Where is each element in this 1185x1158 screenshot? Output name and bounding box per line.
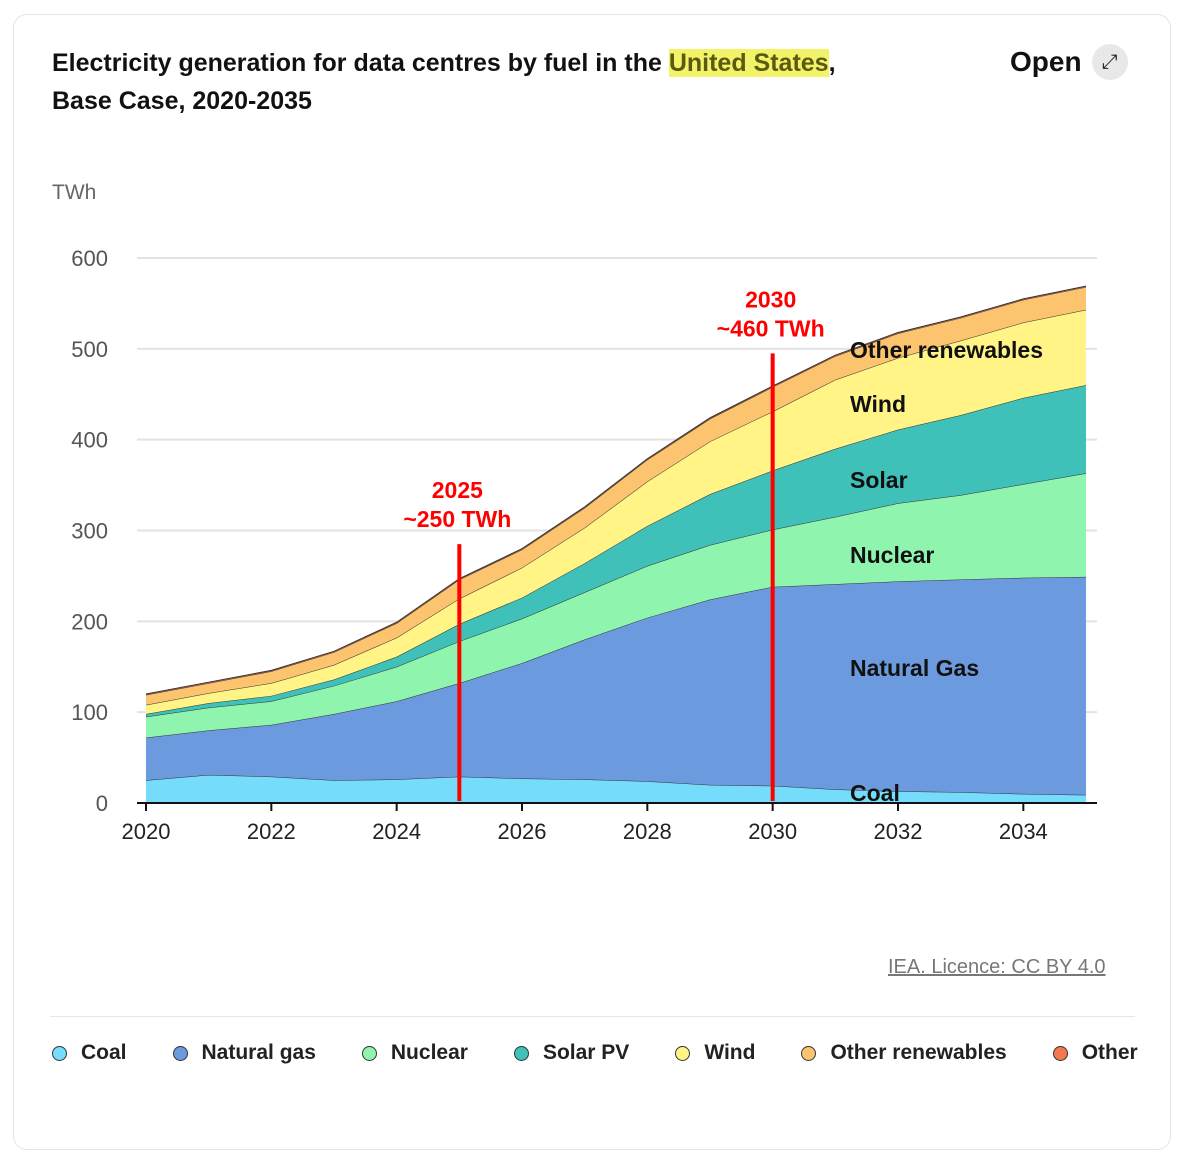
- legend-swatch: [513, 1045, 529, 1061]
- legend-swatch: [52, 1045, 67, 1061]
- area-label-wind: Wind: [850, 391, 906, 417]
- area-label-natural-gas: Natural Gas: [850, 655, 979, 681]
- area-other-renewables: [146, 287, 1086, 705]
- area-label-solar-pv: Solar: [850, 467, 908, 493]
- y-tick-label: 400: [71, 428, 108, 453]
- title-highlight: United States: [668, 49, 829, 77]
- divider: [50, 1016, 1135, 1017]
- y-tick-label: 600: [71, 246, 108, 271]
- annotation-value: ~250 TWh: [403, 506, 511, 532]
- x-tick-label: 2032: [874, 819, 923, 844]
- legend-swatch: [361, 1045, 377, 1061]
- legend-label: Nuclear: [390, 1041, 468, 1064]
- area-label-coal: Coal: [850, 780, 900, 806]
- legend-label: Other renewables: [830, 1041, 1007, 1064]
- chart-title: Electricity generation for data centres …: [52, 44, 872, 120]
- area-coal: [146, 774, 1086, 803]
- area-label-nuclear: Nuclear: [850, 542, 934, 568]
- legend-item-solar-pv[interactable]: Solar PV: [513, 1040, 630, 1066]
- legend-swatch: [675, 1045, 691, 1061]
- legend-swatch: [801, 1045, 817, 1061]
- y-axis-label: TWh: [52, 181, 96, 204]
- legend-label: Other: [1081, 1041, 1138, 1064]
- x-tick-label: 2028: [623, 819, 672, 844]
- y-tick-label: 100: [71, 700, 108, 725]
- x-tick-label: 2020: [122, 819, 171, 844]
- open-label: Open: [1010, 46, 1082, 77]
- area-solar-pv: [146, 385, 1086, 717]
- area-nuclear: [146, 473, 1086, 738]
- area-natural-gas: [146, 576, 1086, 795]
- expand-arrow-icon: ⤢: [1091, 44, 1128, 80]
- y-tick-label: 200: [71, 609, 108, 634]
- title-text: Electricity generation for data centres …: [52, 49, 669, 77]
- annotation-year: 2030: [745, 286, 796, 312]
- open-button[interactable]: Open ⤢: [1010, 44, 1128, 80]
- x-tick-label: 2026: [498, 819, 547, 844]
- legend-item-coal[interactable]: Coal: [52, 1040, 127, 1066]
- legend-swatch: [1052, 1045, 1068, 1061]
- area-label-other-renewables: Other renewables: [850, 337, 1043, 363]
- title-line2: Base Case, 2020-2035: [52, 87, 312, 115]
- legend-item-nuclear[interactable]: Nuclear: [361, 1040, 468, 1066]
- x-tick-label: 2030: [748, 819, 797, 844]
- source-link[interactable]: IEA. Licence: CC BY 4.0: [888, 956, 1106, 978]
- legend-item-other[interactable]: Other: [1052, 1040, 1138, 1066]
- legend-label: Coal: [81, 1041, 127, 1064]
- legend-item-wind[interactable]: Wind: [675, 1040, 755, 1066]
- chart-card: [13, 14, 1171, 1150]
- legend-label: Solar PV: [542, 1041, 630, 1064]
- x-tick-label: 2022: [247, 819, 296, 844]
- legend-item-other-renewables[interactable]: Other renewables: [801, 1040, 1007, 1066]
- annotation-value: ~460 TWh: [717, 315, 825, 341]
- area-wind: [146, 309, 1086, 714]
- y-tick-label: 300: [71, 519, 108, 544]
- legend: Coal Natural gas Nuclear Solar PV Wind Other …: [52, 1040, 1142, 1066]
- annotation-year: 2025: [432, 477, 483, 503]
- x-tick-label: 2024: [372, 819, 421, 844]
- legend-label: Natural gas: [201, 1041, 316, 1064]
- y-tick-label: 0: [96, 791, 108, 816]
- y-tick-label: 500: [71, 337, 108, 362]
- area-boundary: [145, 285, 1087, 695]
- x-tick-label: 2034: [999, 819, 1048, 844]
- title-comma: ,: [828, 49, 836, 77]
- legend-swatch: [172, 1045, 188, 1061]
- legend-item-natural-gas[interactable]: Natural gas: [172, 1040, 316, 1066]
- legend-label: Wind: [704, 1041, 756, 1064]
